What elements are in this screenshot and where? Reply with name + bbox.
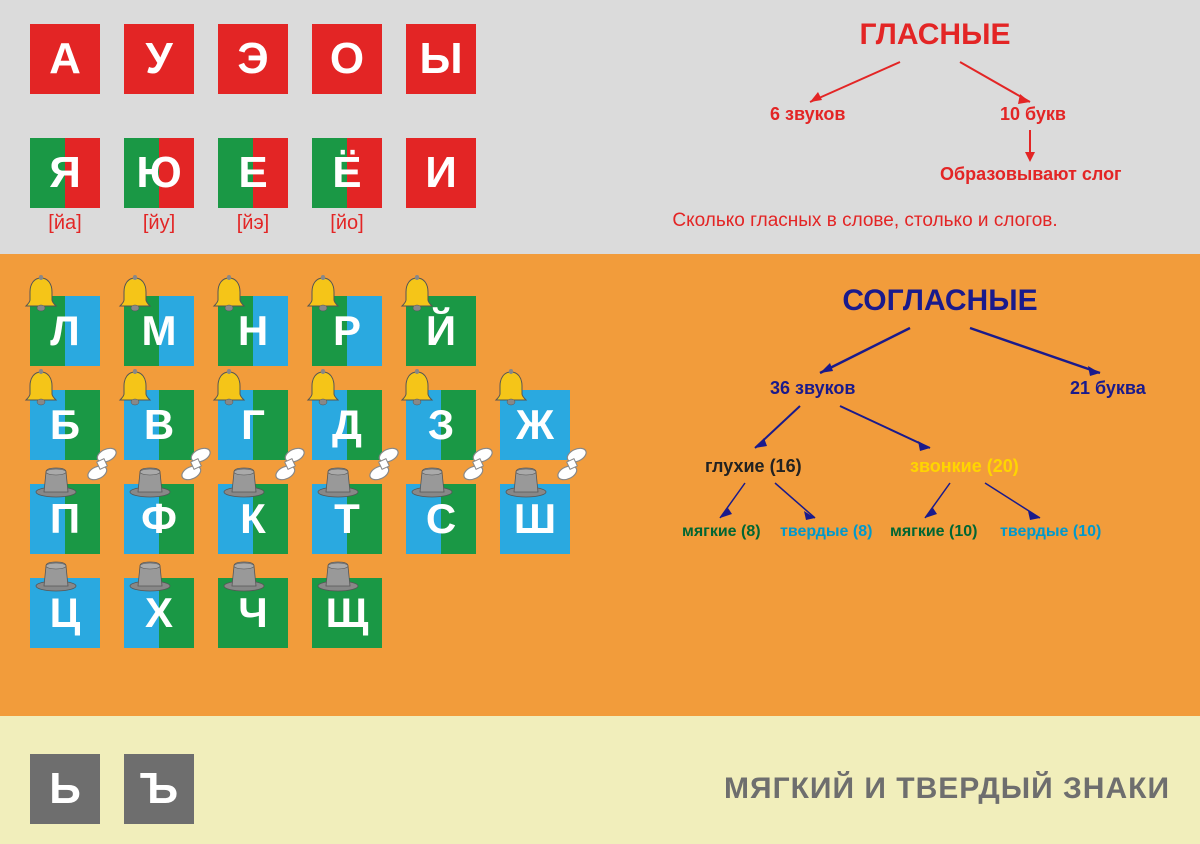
hat-icon — [316, 466, 360, 498]
bell-icon — [116, 368, 154, 406]
vowel-sub: [йу] — [124, 212, 194, 235]
vowel-tile: Е[йэ] — [218, 138, 288, 208]
vowel-sub: [йо] — [312, 212, 382, 235]
consonant-tile: Х — [124, 578, 194, 648]
ct-l1-right: 21 буква — [1070, 378, 1146, 399]
sign-tile: Ь — [30, 754, 100, 824]
hands-icon — [550, 442, 594, 486]
consonant-tile: Й — [406, 296, 476, 366]
hands-icon — [174, 442, 218, 486]
bell-icon — [304, 274, 342, 312]
vowel-tile: У — [124, 24, 194, 94]
vowel-letter: И — [425, 148, 457, 198]
vowel-tile: Ю[йу] — [124, 138, 194, 208]
vowel-sub: [йэ] — [218, 212, 288, 235]
bell-icon — [398, 274, 436, 312]
consonants-section: ЛМНРЙ БВГДЗЖ ПФКТСШ ЦХЧЩ СОГЛАСНЫЕ 36 звуко… — [0, 254, 1200, 716]
bell-icon — [210, 368, 248, 406]
consonant-tile: Ц — [30, 578, 100, 648]
hat-icon — [222, 560, 266, 592]
vowel-sub: [йа] — [30, 212, 100, 235]
consonant-tile: Ж — [500, 390, 570, 460]
signs-title: МЯГКИЙ И ТВЕРДЫЙ ЗНАКИ — [724, 772, 1170, 806]
hat-icon — [128, 466, 172, 498]
bell-icon — [116, 274, 154, 312]
bell-icon — [22, 274, 60, 312]
bell-icon — [304, 368, 342, 406]
hat-icon — [222, 466, 266, 498]
vowels-title: ГЛАСНЫЕ — [700, 18, 1170, 52]
consonant-tile: Щ — [312, 578, 382, 648]
vowel-tile: Я[йа] — [30, 138, 100, 208]
consonant-tile: Б — [30, 390, 100, 460]
vowels-section: А У Э О Ы Я[йа] Ю[йу] Е[йэ] Ё[йо] И ГЛАС… — [0, 0, 1200, 254]
hat-icon — [410, 466, 454, 498]
vowel-tile: О — [312, 24, 382, 94]
consonant-tile: Т — [312, 484, 382, 554]
consonant-tile: Н — [218, 296, 288, 366]
hat-icon — [34, 466, 78, 498]
consonants-tree: СОГЛАСНЫЕ 36 звуков 21 буква глухие (16)… — [700, 284, 1180, 578]
bell-icon — [22, 368, 60, 406]
consonant-tile: Д — [312, 390, 382, 460]
hands-icon — [362, 442, 406, 486]
vowel-tile: Ё[йо] — [312, 138, 382, 208]
hands-icon — [80, 442, 124, 486]
consonant-tile: Р — [312, 296, 382, 366]
consonant-tile: С — [406, 484, 476, 554]
bell-icon — [398, 368, 436, 406]
consonant-tile: Г — [218, 390, 288, 460]
hands-icon — [268, 442, 312, 486]
consonant-tile: Ч — [218, 578, 288, 648]
signs-section: Ь Ъ МЯГКИЙ И ТВЕРДЫЙ ЗНАКИ — [0, 716, 1200, 844]
vowel-tile: И — [406, 138, 476, 208]
consonant-tile: К — [218, 484, 288, 554]
vowels-tree-bottom: Образовывают слог — [940, 164, 1122, 185]
consonant-tile: В — [124, 390, 194, 460]
vowel-tile: Э — [218, 24, 288, 94]
ct-l3-b: твердые (8) — [780, 523, 872, 541]
bell-icon — [492, 368, 530, 406]
vowels-tree-right: 10 букв — [1000, 104, 1066, 125]
hat-icon — [316, 560, 360, 592]
sign-tile: Ъ — [124, 754, 194, 824]
vowels-tree-left: 6 звуков — [770, 104, 845, 125]
vowel-letter: Е — [238, 148, 267, 198]
hands-icon — [456, 442, 500, 486]
bell-icon — [210, 274, 248, 312]
hat-icon — [504, 466, 548, 498]
ct-l3-c: мягкие (10) — [890, 523, 977, 541]
vowels-tree: ГЛАСНЫЕ 6 звуков 10 букв Образовывают сл… — [700, 18, 1170, 232]
vowel-letter: Ю — [136, 148, 181, 198]
consonant-tile: З — [406, 390, 476, 460]
consonant-row: ЦХЧЩ — [30, 578, 1170, 648]
consonant-tile: П — [30, 484, 100, 554]
consonant-tile: Л — [30, 296, 100, 366]
ct-l2-right: звонкие (20) — [910, 456, 1019, 477]
ct-l3-d: твердые (10) — [1000, 523, 1101, 541]
consonants-title: СОГЛАСНЫЕ — [700, 284, 1180, 318]
ct-l1-left: 36 звуков — [770, 378, 855, 399]
consonant-tile: Ф — [124, 484, 194, 554]
consonant-tile: Ш — [500, 484, 570, 554]
vowels-note: Сколько гласных в слове, столько и слого… — [560, 210, 1170, 232]
ct-l3-a: мягкие (8) — [682, 523, 761, 541]
vowel-tile: Ы — [406, 24, 476, 94]
hat-icon — [128, 560, 172, 592]
hat-icon — [34, 560, 78, 592]
signs-row: Ь Ъ — [30, 754, 194, 824]
vowel-letter: Ё — [332, 148, 361, 198]
vowel-tile: А — [30, 24, 100, 94]
vowel-letter: Я — [49, 148, 81, 198]
consonant-tile: М — [124, 296, 194, 366]
ct-l2-left: глухие (16) — [705, 456, 802, 477]
